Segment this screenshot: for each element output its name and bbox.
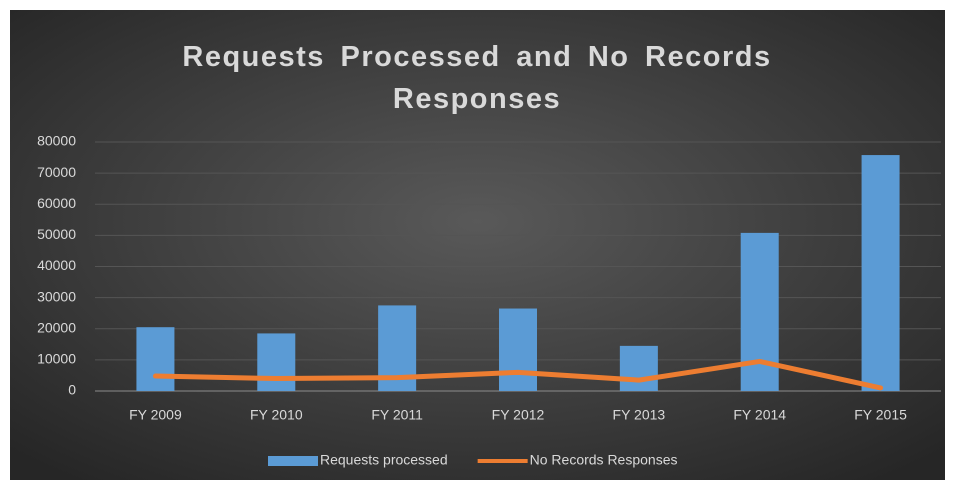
y-tick-label: 70000 bbox=[37, 164, 76, 180]
y-tick-label: 80000 bbox=[37, 133, 76, 149]
x-tick-label: FY 2009 bbox=[129, 407, 182, 423]
bar bbox=[136, 327, 175, 391]
x-tick-label: FY 2015 bbox=[854, 407, 907, 423]
y-tick-label: 40000 bbox=[37, 257, 76, 273]
y-tick-label: 10000 bbox=[37, 351, 76, 367]
chart-background bbox=[10, 10, 945, 480]
bar bbox=[257, 333, 296, 391]
y-tick-label: 0 bbox=[68, 382, 76, 398]
legend-swatch bbox=[268, 456, 318, 466]
bar bbox=[619, 345, 658, 391]
legend-label: Requests processed bbox=[320, 452, 448, 468]
line bbox=[152, 358, 884, 391]
x-tick-label: FY 2014 bbox=[733, 407, 786, 423]
x-tick-label: FY 2013 bbox=[613, 407, 666, 423]
x-tick-label: FY 2011 bbox=[371, 407, 423, 423]
x-tick-label: FY 2010 bbox=[250, 407, 303, 423]
bar bbox=[861, 155, 900, 391]
y-tick-label: 20000 bbox=[37, 319, 76, 335]
y-tick-label: 30000 bbox=[37, 288, 76, 304]
y-tick-label: 60000 bbox=[37, 195, 76, 211]
bar bbox=[740, 232, 779, 391]
y-tick-label: 50000 bbox=[37, 226, 76, 242]
bar bbox=[499, 308, 537, 391]
x-tick-label: FY 2012 bbox=[492, 407, 545, 423]
chart-title: Requests Processed and No Records Respon… bbox=[182, 41, 772, 115]
legend-label: No Records Responses bbox=[530, 452, 678, 468]
